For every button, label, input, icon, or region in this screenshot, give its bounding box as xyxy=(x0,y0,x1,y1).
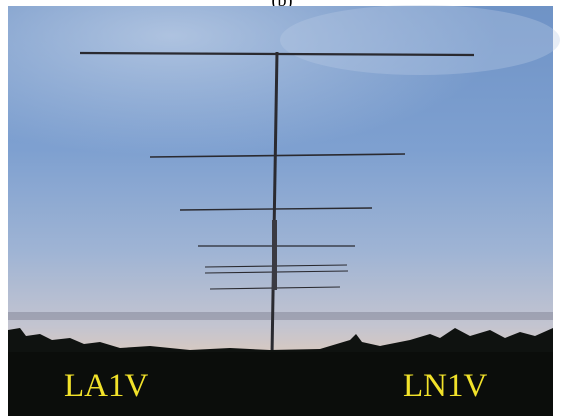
figure: (b) LA1V LN1V xyxy=(0,0,561,418)
clouds xyxy=(280,5,560,75)
page: {"caption": "(b)", "labels": {"left": "L… xyxy=(0,0,561,418)
antenna-label: LA1V xyxy=(64,368,148,404)
antenna-label: LN1V xyxy=(403,368,487,404)
haze-band xyxy=(8,312,553,320)
